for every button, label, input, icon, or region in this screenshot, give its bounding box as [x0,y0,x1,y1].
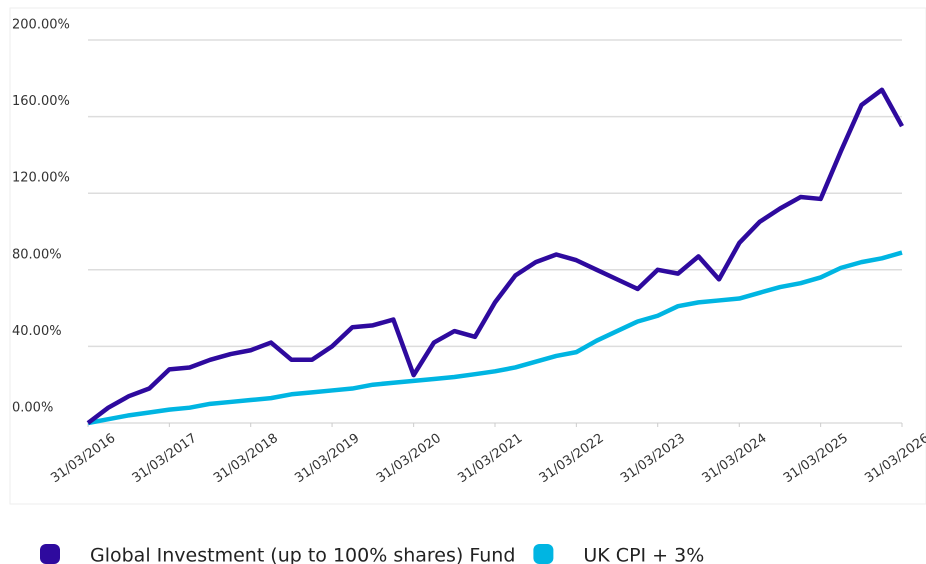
legend-text: Global Investment (up to 100% shares) Fu… [90,545,515,564]
x-tick-label: 31/03/2019 [292,431,362,486]
x-tick-label: 31/03/2021 [455,431,525,486]
chart-frame [9,7,926,505]
series-line [86,87,904,425]
x-tick-label: 31/03/2024 [700,431,770,486]
x-tick-label: 31/03/2016 [48,431,118,486]
x-tick-label: 31/03/2026 [862,431,926,486]
legend-text: UK CPI + 3% [583,545,704,564]
y-tick-label: 120.00% [12,171,70,186]
x-tick-label: 31/03/2023 [618,431,688,486]
x-tick-label: 31/03/2018 [211,431,281,486]
x-tick-label: 31/03/2017 [130,431,200,486]
y-tick-label: 80.00% [12,247,62,262]
x-tick-label: 31/03/2025 [781,431,851,486]
y-tick-label: 40.00% [12,324,62,339]
y-tick-label: 0.00% [12,401,53,416]
x-tick-label: 31/03/2022 [537,431,607,486]
legend-swatch [40,544,60,564]
legend-swatch [533,544,554,564]
x-tick-label: 31/03/2020 [374,431,444,486]
y-tick-label: 160.00% [12,94,70,109]
y-tick-label: 200.00% [12,18,70,33]
series-line [87,250,903,426]
